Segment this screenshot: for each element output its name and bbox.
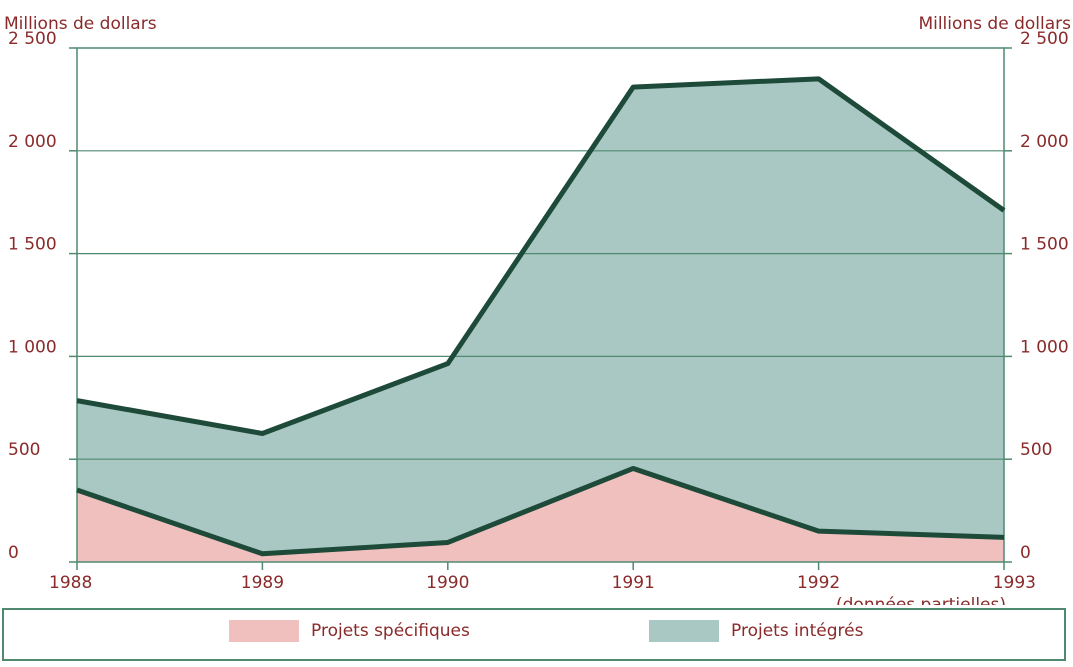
x-tick-label-5: 1993 — [993, 573, 1036, 593]
legend-label-projets-integres: Projets intégrés — [731, 621, 864, 641]
y-tick-label-right-0: 0 — [1020, 543, 1031, 563]
y-tick-label-right-3: 1 500 — [1020, 235, 1069, 255]
legend: Projets spécifiques Projets intégrés — [2, 608, 1066, 661]
legend-item-projets-integres: Projets intégrés — [649, 620, 863, 642]
y-tick-label-left-3: 1 500 — [8, 235, 57, 255]
x-tick-label-3: 1991 — [612, 573, 655, 593]
y-tick-label-left-4: 2 000 — [8, 132, 57, 152]
y-axis-title-left: Millions de dollars — [4, 14, 157, 34]
legend-swatch-projets-integres — [649, 620, 719, 642]
y-tick-label-right-2: 1 000 — [1020, 337, 1069, 357]
y-tick-label-right-4: 2 000 — [1020, 132, 1069, 152]
x-tick-label-1: 1989 — [241, 573, 284, 593]
y-tick-label-left-5: 2 500 — [8, 29, 57, 49]
x-tick-label-0: 1988 — [49, 573, 92, 593]
y-tick-label-left-2: 1 000 — [8, 337, 57, 357]
x-tick-label-4: 1992 — [797, 573, 840, 593]
area-projets-integres — [77, 78, 1004, 554]
x-tick-label-2: 1990 — [426, 573, 469, 593]
y-tick-label-right-5: 2 500 — [1020, 29, 1069, 49]
plot-frame — [76, 47, 1005, 563]
legend-swatch-projets-specifiques — [229, 620, 299, 642]
y-tick-label-left-0: 0 — [8, 543, 19, 563]
legend-label-projets-specifiques: Projets spécifiques — [311, 621, 470, 641]
x-axis-note: (données partielles) — [836, 595, 1006, 605]
legend-item-projets-specifiques: Projets spécifiques — [229, 620, 470, 642]
y-tick-label-left-1: 500 — [8, 440, 40, 460]
area-chart: 1988 1989 1990 1991 1992 1993 (données partiel… — [8, 29, 1069, 605]
y-axis-title-right: Millions de dollars — [918, 14, 1071, 34]
area-projets-specifiques — [77, 468, 1004, 562]
line-total — [76, 76, 1006, 436]
y-tick-label-right-1: 500 — [1020, 440, 1052, 460]
line-projets-specifiques — [76, 465, 1005, 557]
